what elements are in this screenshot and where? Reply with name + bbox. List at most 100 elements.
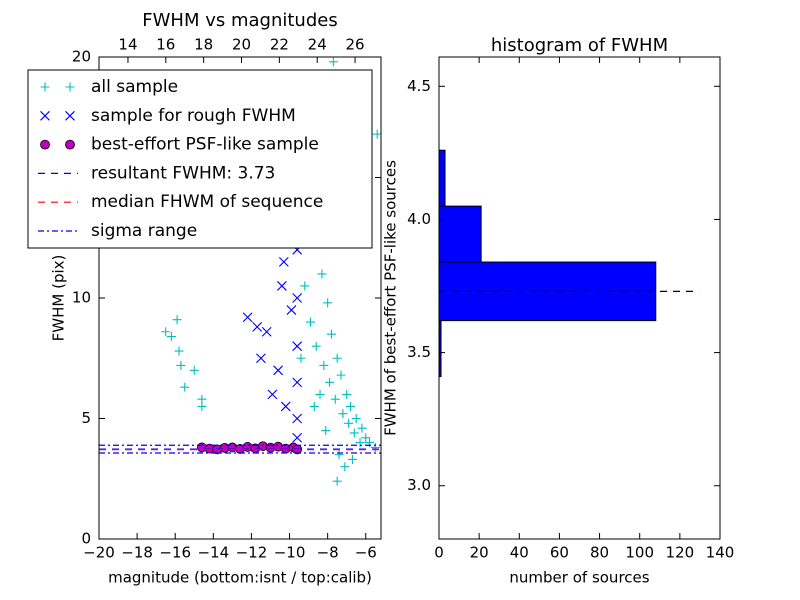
x-tick-label: −8: [317, 544, 339, 562]
point: [166, 332, 176, 342]
point: [292, 293, 303, 303]
point: [330, 394, 340, 404]
x-axis-label: magnitude (bottom:isnt / top:calib): [108, 569, 372, 587]
point: [189, 365, 199, 375]
y-tick-label: 0: [81, 530, 91, 548]
point: [321, 426, 331, 436]
y-axis-label: FWHM (pix): [50, 255, 68, 342]
point: [344, 418, 354, 428]
legend-box: [27, 69, 373, 249]
point: [273, 365, 283, 376]
legend-label: resultant FWHM: 3.73: [91, 163, 275, 183]
x-axis-label: number of sources: [509, 569, 649, 587]
point: [256, 353, 266, 364]
x-tick-label: −12: [236, 544, 268, 562]
legend-marker: [40, 82, 50, 92]
x-tick-label: 100: [625, 544, 654, 562]
legend-marker: [65, 82, 75, 92]
legend-label: median FHWM of sequence: [91, 192, 323, 212]
x-tick-label: −18: [121, 544, 153, 562]
point: [180, 382, 190, 392]
x2-tick-label: 22: [270, 36, 289, 54]
point: [361, 433, 371, 443]
point: [346, 401, 356, 411]
point: [292, 377, 303, 388]
y-tick-label: 3.5: [407, 343, 431, 361]
point: [347, 454, 357, 464]
y-tick-label: 10: [72, 289, 91, 307]
legend-label: best-effort PSF-like sample: [91, 135, 319, 155]
x2-tick-label: 16: [156, 36, 175, 54]
point: [338, 409, 348, 419]
x2-tick-label: 24: [308, 36, 327, 54]
x-tick-label: −14: [197, 544, 229, 562]
point: [370, 442, 380, 452]
point: [332, 353, 342, 363]
point: [161, 327, 171, 337]
legend-marker: [65, 139, 75, 150]
chart-title: histogram of FWHM: [491, 35, 668, 56]
y-tick-label: 4.5: [407, 77, 431, 95]
legend: all sample sample for rough FWHM best-effo…: [27, 69, 373, 249]
x2-tick-label: 14: [118, 36, 137, 54]
y-tick-label: 5: [81, 409, 91, 427]
legend-label: sample for rough FWHM: [91, 106, 296, 126]
x-tick-label: 0: [434, 544, 444, 562]
legend-label: all sample: [91, 77, 178, 97]
x2-tick-label: 20: [232, 36, 251, 54]
point: [176, 360, 186, 370]
x-tick-label: 40: [510, 544, 529, 562]
point: [328, 57, 338, 67]
x2-tick-label: 18: [194, 36, 213, 54]
point: [277, 281, 287, 291]
point: [319, 360, 329, 370]
point: [326, 329, 336, 339]
point: [286, 305, 297, 315]
x-tick-label: −20: [83, 544, 115, 562]
y-tick-label: 4.0: [407, 210, 431, 228]
point: [300, 281, 310, 291]
point: [309, 401, 319, 411]
chart-title: FWHM vs magnitudes: [142, 10, 337, 31]
point: [174, 346, 184, 356]
point: [280, 401, 291, 412]
x-tick-label: −6: [355, 544, 377, 562]
point: [340, 462, 350, 472]
point: [357, 423, 367, 433]
point: [267, 389, 278, 400]
legend-marker: [40, 110, 50, 121]
point: [317, 269, 327, 279]
point: [296, 353, 306, 363]
point: [315, 389, 325, 399]
y-tick-label: 20: [72, 48, 91, 66]
point: [172, 315, 182, 325]
y-tick-label: 3.0: [407, 476, 431, 494]
point: [261, 326, 272, 337]
point: [242, 312, 253, 323]
point: [342, 389, 352, 399]
axes-frame: [98, 56, 382, 540]
point: [306, 317, 315, 327]
legend-marker: [40, 139, 50, 150]
legend-marker: [65, 110, 75, 121]
bar: [439, 149, 446, 207]
x-tick-label: −16: [159, 544, 191, 562]
point: [349, 428, 359, 438]
y-axis-label: FWHM of best-effort PSF-like sources: [382, 160, 400, 436]
point: [372, 129, 381, 139]
point: [292, 413, 303, 424]
point: [197, 394, 207, 404]
point: [252, 322, 263, 332]
point: [278, 256, 289, 267]
axes-frame: [438, 56, 721, 540]
point: [323, 298, 333, 308]
point: [292, 341, 303, 352]
legend-label: sigma range: [91, 221, 197, 241]
x2-tick-label: 26: [346, 36, 365, 54]
point: [336, 370, 346, 380]
x-tick-label: 20: [470, 544, 489, 562]
x-tick-label: 60: [550, 544, 569, 562]
x-tick-label: 120: [666, 544, 695, 562]
point: [325, 377, 335, 387]
